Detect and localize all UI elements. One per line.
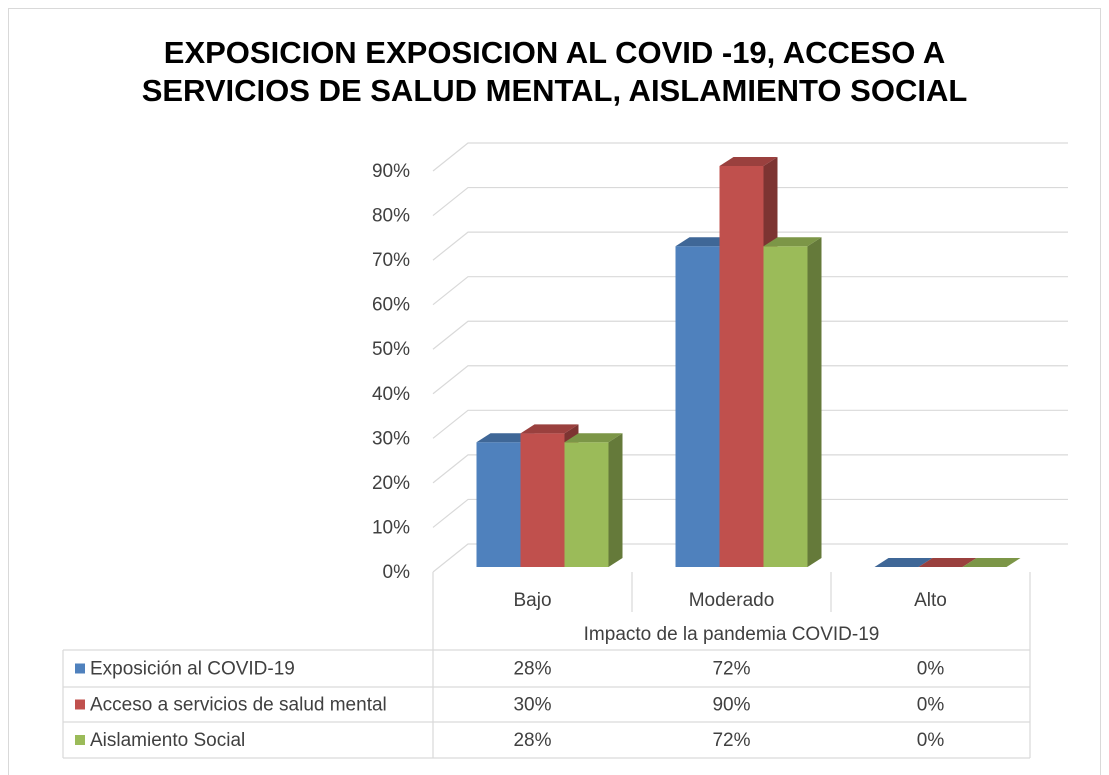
legend-label: Aislamiento Social [90, 730, 245, 751]
bar-front [520, 433, 565, 567]
table-cell: 72% [712, 730, 750, 751]
y-tick-label: 90% [372, 161, 410, 182]
bar-front [675, 246, 720, 567]
table-cell: 28% [513, 730, 551, 751]
table-cell: 90% [712, 695, 750, 716]
legend-key [75, 699, 85, 710]
y-tick-label: 20% [372, 473, 410, 494]
bar-front [476, 442, 521, 567]
table-cell: 72% [712, 659, 750, 680]
grid-line [432, 543, 1068, 573]
grid-line [432, 320, 1068, 350]
grid-line [432, 409, 1068, 439]
bar-front [719, 166, 764, 567]
bar-top [564, 433, 623, 443]
table-cell: 0% [917, 659, 945, 680]
bar [763, 237, 822, 567]
chart-title: EXPOSICION EXPOSICION AL COVID -19, ACCE… [141, 35, 968, 108]
legend-label: Exposición al COVID-19 [90, 659, 295, 680]
table-cell: 0% [917, 695, 945, 716]
bar-top [874, 558, 933, 567]
bar-top [918, 558, 977, 567]
bar-side [608, 433, 623, 567]
bar-top [675, 237, 734, 247]
grid-line [432, 454, 1068, 484]
bar-top [476, 433, 535, 443]
y-tick-label: 70% [372, 250, 410, 271]
x-axis-title: Impacto de la pandemia COVID-19 [584, 624, 880, 645]
bar [918, 558, 977, 567]
legend-key [75, 663, 85, 674]
bar [564, 433, 623, 567]
bar-front [564, 442, 609, 567]
bar-side [807, 237, 822, 567]
bar-top [520, 424, 579, 434]
grid-line [432, 142, 1068, 172]
y-tick-label: 10% [372, 517, 410, 538]
grid-line [432, 186, 1068, 217]
x-tick-label: Moderado [689, 590, 775, 611]
y-tick-label: 60% [372, 295, 410, 316]
grid-line [432, 276, 1068, 306]
y-tick-label: 40% [372, 384, 410, 405]
bar-front [763, 246, 808, 567]
grid-line [432, 498, 1068, 528]
chart-border [8, 8, 1101, 775]
table-cell: 0% [917, 730, 945, 751]
table-cell: 30% [513, 695, 551, 716]
grid-line [432, 365, 1068, 395]
legend-label: Acceso a servicios de salud mental [90, 695, 387, 716]
y-tick-label: 30% [372, 428, 410, 449]
bar-top [719, 157, 778, 166]
x-tick-label: Bajo [513, 590, 551, 611]
y-tick-label: 50% [372, 339, 410, 360]
y-tick-label: 80% [372, 206, 410, 227]
table-cell: 28% [513, 659, 551, 680]
bar [874, 558, 933, 567]
x-tick-label: Alto [914, 590, 947, 611]
bar-top [763, 237, 822, 247]
grid-line [432, 231, 1068, 261]
y-tick-label: 0% [383, 562, 411, 583]
bar [962, 558, 1021, 567]
bar-top [962, 558, 1021, 567]
legend-key [75, 735, 85, 745]
